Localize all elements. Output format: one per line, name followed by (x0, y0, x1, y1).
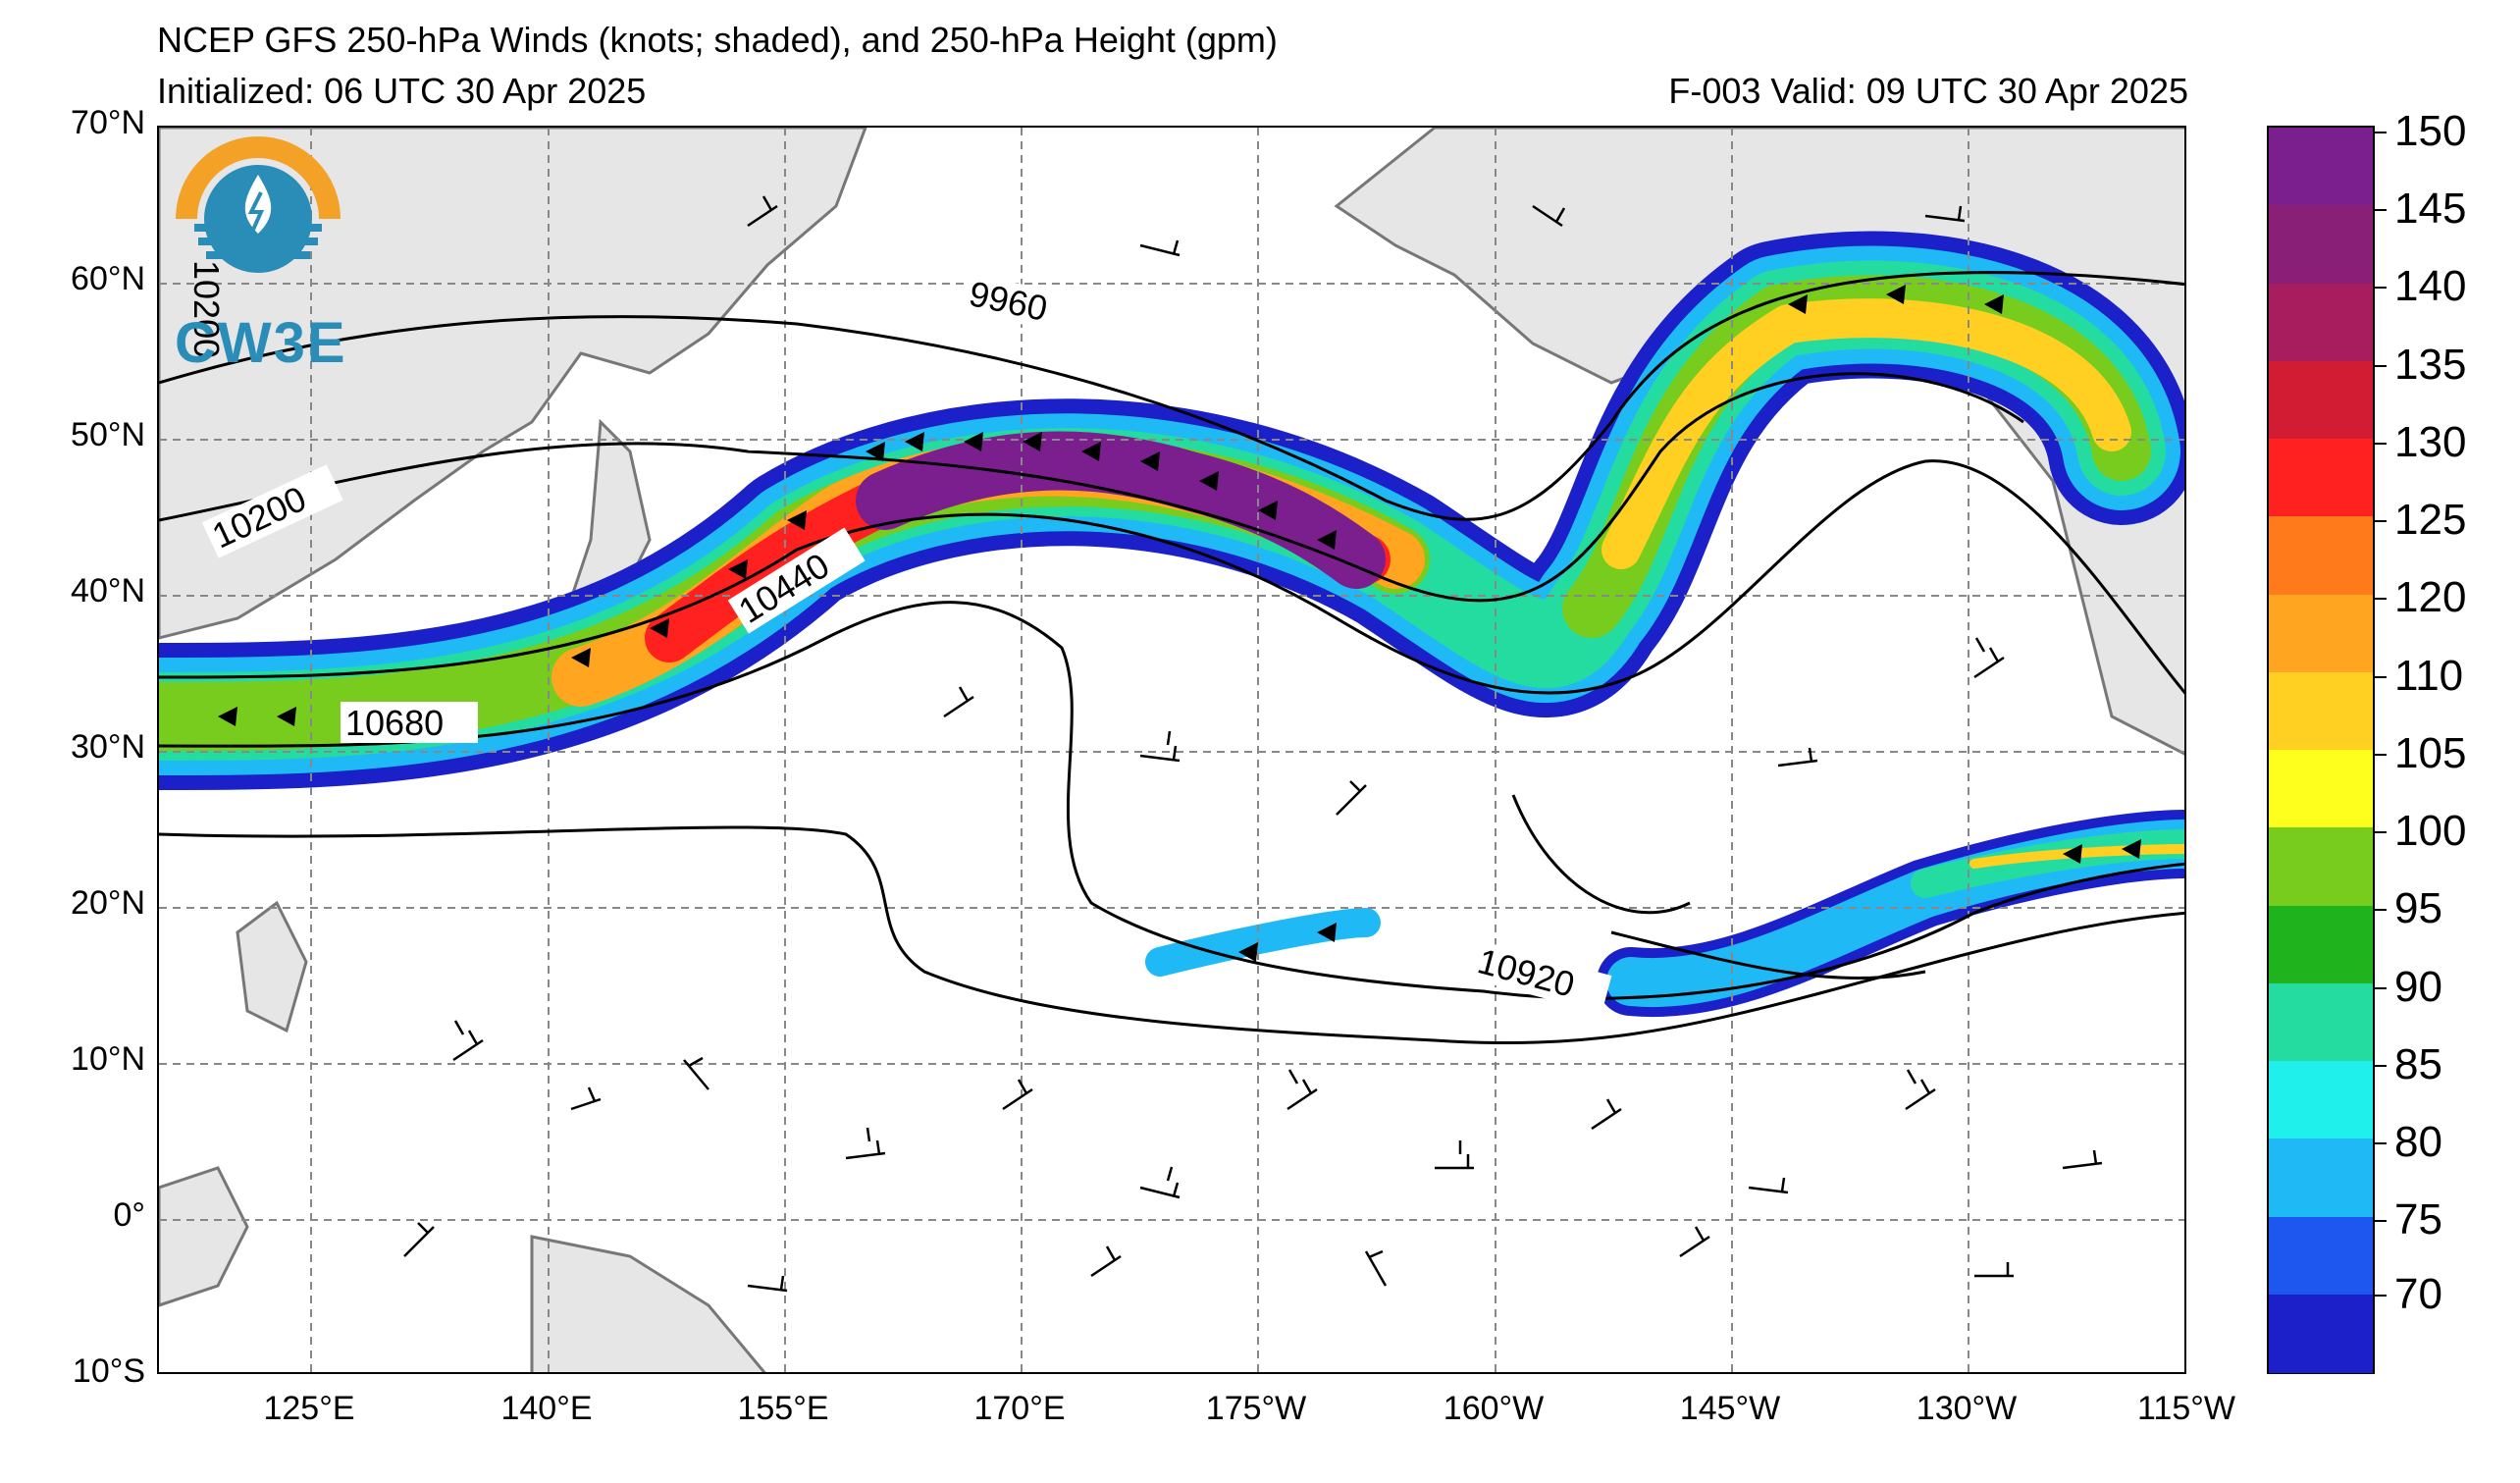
lon-label-155e: 155°E (737, 1390, 829, 1427)
contour-label-10680: 10680 (345, 703, 444, 743)
colorbar-segment (2269, 1216, 2373, 1296)
lat-label-10n: 10°N (71, 1040, 145, 1078)
colorbar-segment (2269, 750, 2373, 829)
colorbar-label: 75 (2394, 1195, 2442, 1245)
colorbar-segment (2269, 905, 2373, 984)
colorbar-tick (2373, 287, 2387, 290)
colorbar-label: 130 (2394, 417, 2467, 466)
land-borneo (159, 1166, 249, 1307)
colorbar-label: 85 (2394, 1039, 2442, 1088)
colorbar-segment (2269, 360, 2373, 440)
colorbar-label: 110 (2394, 651, 2464, 700)
colorbar-label: 150 (2394, 106, 2467, 155)
colorbar-segment (2269, 439, 2373, 518)
colorbar-segment (2269, 671, 2373, 751)
lon-label-115w: 115°W (2137, 1390, 2235, 1427)
colorbar-label: 120 (2394, 573, 2467, 622)
map-canvas: 9960 10200 10440 10680 10920 10200 (159, 128, 2184, 1372)
colorbar-segment (2269, 283, 2373, 362)
lon-label-170e: 170°E (973, 1390, 1066, 1427)
lat-label-0: 0° (113, 1196, 145, 1234)
lat-label-30n: 30°N (71, 728, 145, 766)
land-new-guinea (530, 1235, 766, 1372)
colorbar-segment (2269, 516, 2373, 596)
wind-barbs (403, 195, 2103, 1293)
lon-label-145w: 145°W (1679, 1390, 1781, 1427)
colorbar-label: 145 (2394, 185, 2467, 234)
graticule (159, 128, 2184, 1372)
cw3e-logo-icon (176, 136, 341, 273)
colorbar-segment (2269, 594, 2373, 673)
colorbar-tick (2373, 520, 2387, 523)
contour-label-9960: 9960 (966, 273, 1051, 329)
colorbar-label: 125 (2394, 496, 2467, 545)
lat-label-50n: 50°N (71, 416, 145, 453)
colorbar-segment (2269, 128, 2373, 207)
colorbar-tick (2373, 1064, 2387, 1067)
title-line1: NCEP GFS 250-hPa Winds (knots; shaded), … (157, 20, 1278, 60)
colorbar-tick (2373, 364, 2387, 367)
colorbar-tick (2373, 831, 2387, 834)
colorbar-segment (2269, 982, 2373, 1062)
colorbar-label: 140 (2394, 262, 2467, 311)
colorbar-tick (2373, 753, 2387, 756)
colorbar-label: 90 (2394, 962, 2442, 1011)
colorbar-tick (2373, 1220, 2387, 1223)
lon-label-175w: 175°W (1205, 1390, 1307, 1427)
colorbar-tick (2373, 131, 2387, 133)
height-contours (159, 271, 2184, 1045)
colorbar-segment (2269, 827, 2373, 907)
land-asia (159, 128, 867, 640)
colorbar-segment (2269, 1294, 2373, 1373)
colorbar-tick (2373, 675, 2387, 678)
colorbar-label: 80 (2394, 1118, 2442, 1167)
lat-label-20n: 20°N (71, 884, 145, 922)
jet-subtropical (1145, 810, 2184, 1018)
colorbar-tick (2373, 1294, 2387, 1297)
title-valid-time: F-003 Valid: 09 UTC 30 Apr 2025 (1668, 71, 2188, 111)
colorbar-tick (2373, 209, 2387, 212)
colorbar-label: 70 (2394, 1269, 2442, 1318)
lon-label-125e: 125°E (263, 1390, 355, 1427)
colorbar-segment (2269, 1139, 2373, 1218)
cw3e-logo: CW3E (175, 135, 361, 391)
lat-label-60n: 60°N (71, 260, 145, 297)
colorbar-tick (2373, 598, 2387, 601)
contour-label-10200-edge: 10200 (186, 260, 227, 358)
colorbar-label: 135 (2394, 340, 2467, 389)
lon-label-130w: 130°W (1916, 1390, 2018, 1427)
colorbar-segment (2269, 1061, 2373, 1140)
lon-label-140e: 140°E (500, 1390, 593, 1427)
title-init-time: Initialized: 06 UTC 30 Apr 2025 (157, 71, 647, 111)
lat-label-40n: 40°N (71, 572, 145, 609)
wind-barb-pennants (218, 285, 2141, 962)
lon-label-160w: 160°W (1443, 1390, 1545, 1427)
colorbar-label: 105 (2394, 728, 2467, 777)
land-philippines (236, 900, 308, 1033)
colorbar-label: 100 (2394, 807, 2467, 856)
cw3e-logo-text: CW3E (175, 311, 347, 375)
colorbar (2267, 126, 2375, 1374)
colorbar-tick (2373, 442, 2387, 445)
colorbar-tick (2373, 1142, 2387, 1145)
lat-label-10s: 10°S (72, 1352, 145, 1390)
colorbar-segment (2269, 205, 2373, 285)
map-panel: 9960 10200 10440 10680 10920 10200 (157, 126, 2186, 1374)
colorbar-label: 95 (2394, 884, 2442, 933)
colorbar-tick (2373, 909, 2387, 912)
colorbar-tick (2373, 986, 2387, 989)
lat-label-70n: 70°N (71, 104, 145, 141)
